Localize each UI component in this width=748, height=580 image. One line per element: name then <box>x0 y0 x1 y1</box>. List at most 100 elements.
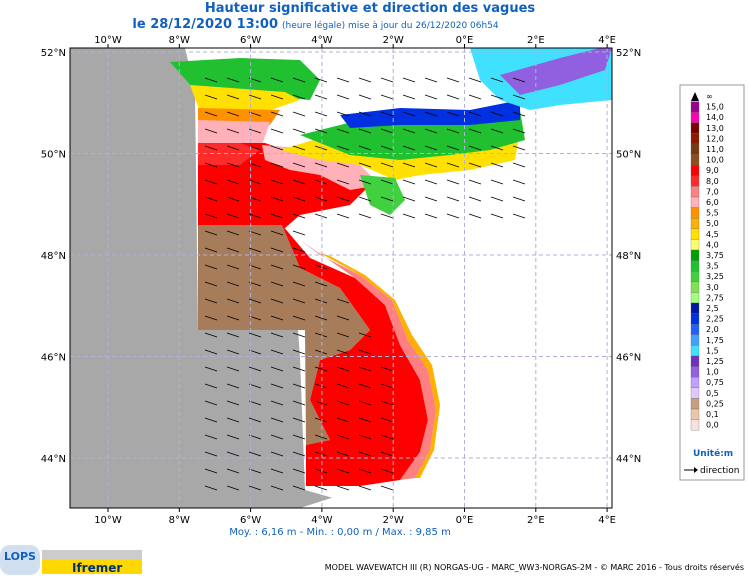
arrow <box>292 349 306 355</box>
arrow <box>270 162 284 168</box>
lat-label-right: 50°N <box>616 150 641 161</box>
legend-swatch <box>690 292 700 304</box>
arrow <box>314 128 328 134</box>
legend-label: 7,0 <box>706 187 719 196</box>
legend-label: 2,25 <box>706 315 724 324</box>
arrow <box>292 298 306 304</box>
arrow <box>336 111 350 117</box>
arrow <box>380 468 394 474</box>
arrow <box>380 77 394 83</box>
arrow <box>402 196 416 202</box>
arrow <box>248 128 262 134</box>
arrow <box>336 298 350 304</box>
legend-swatch <box>690 196 700 208</box>
arrow <box>204 383 218 389</box>
arrow <box>446 128 460 134</box>
arrow <box>270 179 284 185</box>
arrow <box>380 366 394 372</box>
arrow <box>314 264 328 270</box>
arrow <box>226 417 240 423</box>
arrow <box>424 94 438 100</box>
arrow <box>468 179 482 185</box>
arrow <box>336 485 350 491</box>
arrow <box>270 247 284 253</box>
arrow <box>424 162 438 168</box>
arrow <box>380 128 394 134</box>
arrow <box>204 213 218 219</box>
arrow <box>204 298 218 304</box>
arrow <box>314 434 328 440</box>
arrow <box>248 298 262 304</box>
arrow <box>402 77 416 83</box>
arrow <box>336 383 350 389</box>
lat-label-right: 46°N <box>616 353 641 364</box>
arrow <box>270 468 284 474</box>
arrow <box>292 128 306 134</box>
arrow <box>248 451 262 457</box>
arrow <box>248 332 262 338</box>
arrow <box>336 366 350 372</box>
arrow <box>380 434 394 440</box>
arrow <box>204 417 218 423</box>
legend-swatch <box>690 377 700 388</box>
arrow <box>358 366 372 372</box>
arrow <box>446 162 460 168</box>
lat-label-right: 48°N <box>616 251 641 262</box>
arrow <box>380 145 394 151</box>
arrow <box>446 77 460 83</box>
arrow <box>226 366 240 372</box>
date: le 28/12/2020 13:00 <box>132 17 278 32</box>
arrow <box>204 230 218 236</box>
logo-band <box>42 560 142 574</box>
arrow <box>468 162 482 168</box>
lon-label-top: 4°W <box>311 35 332 46</box>
arrow <box>204 145 218 151</box>
arrow <box>446 94 460 100</box>
arrow <box>446 213 460 219</box>
land-spain <box>300 482 612 508</box>
arrow <box>270 264 284 270</box>
arrow <box>424 111 438 117</box>
arrow <box>512 162 526 168</box>
lon-label-bottom: 2°W <box>383 515 404 526</box>
sea-zone <box>262 145 380 190</box>
arrow <box>270 213 284 219</box>
arrow <box>358 77 372 83</box>
arrow <box>358 213 372 219</box>
lon-label-top: 4°E <box>598 35 616 46</box>
arrow <box>490 94 504 100</box>
sea-zone <box>360 175 405 215</box>
legend-swatch <box>690 154 700 166</box>
arrow <box>270 77 284 83</box>
legend-label: 0,75 <box>706 378 724 387</box>
arrow <box>226 434 240 440</box>
arrow <box>336 179 350 185</box>
arrow <box>292 383 306 389</box>
arrow <box>424 179 438 185</box>
credits: MODEL WAVEWATCH III (R) NORGAS-UG - MARC… <box>325 562 744 572</box>
arrow <box>204 468 218 474</box>
legend-label: 2,5 <box>706 304 719 313</box>
arrow <box>292 162 306 168</box>
legend-label: 15,0 <box>706 103 724 112</box>
logo-band <box>42 550 142 560</box>
lon-label-top: 8°W <box>169 35 190 46</box>
arrow <box>292 213 306 219</box>
arrow <box>270 434 284 440</box>
arrow <box>270 196 284 202</box>
arrow <box>292 366 306 372</box>
legend-label: 10,0 <box>706 156 724 165</box>
arrow <box>204 247 218 253</box>
arrow <box>226 485 240 491</box>
arrow <box>336 213 350 219</box>
arrow <box>292 485 306 491</box>
arrow <box>270 315 284 321</box>
arrow <box>380 94 394 100</box>
arrow <box>336 128 350 134</box>
arrow <box>336 468 350 474</box>
legend-label: 14,0 <box>706 113 724 122</box>
arrow <box>446 111 460 117</box>
legend-swatch <box>690 302 700 314</box>
legend-label: 0,1 <box>706 410 719 419</box>
lat-label-left: 52°N <box>41 48 66 59</box>
